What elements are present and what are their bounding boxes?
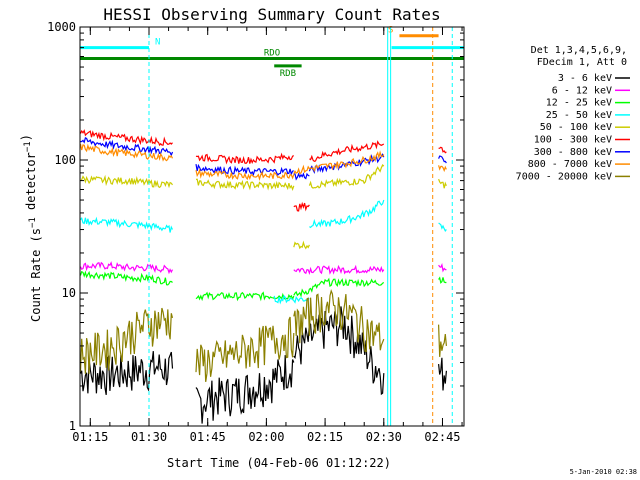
x-tick-label: 01:30	[131, 430, 167, 444]
footer-timestamp: 5-Jan-2010 02:38	[570, 468, 637, 476]
y-tick-label: 10	[62, 286, 76, 300]
series-segment	[293, 150, 385, 175]
legend-entry-label: 300 - 800 keV	[534, 147, 612, 158]
series-segment	[308, 163, 385, 189]
series-segment	[79, 307, 174, 374]
series-segment	[293, 240, 310, 250]
series-segment	[195, 168, 295, 182]
series-segment	[438, 262, 447, 273]
series-segment	[309, 199, 385, 229]
series-segment	[79, 270, 173, 286]
annotation-label-rdb: RDB	[280, 69, 296, 79]
series-segment	[438, 222, 447, 233]
plot-area: NRDORDBS	[79, 26, 464, 426]
legend-entry-label: 100 - 300 keV	[534, 135, 612, 146]
y-tick-label: 100	[54, 153, 76, 167]
series-segment	[438, 276, 447, 284]
series-segment	[79, 129, 173, 147]
legend: Det 1,3,4,5,6,9,FDecim 1, Att 0 3 - 6 keV…	[516, 45, 630, 182]
series-segment	[438, 324, 447, 357]
x-tick-label: 01:15	[72, 430, 108, 444]
series-segment	[293, 288, 385, 353]
series-segment	[309, 140, 385, 162]
legend-entry-label: 7000 - 20000 keV	[516, 171, 612, 182]
y-axis-label: Count Rate (s−1 detector−1)	[19, 134, 43, 322]
chart-title: HESSI Observing Summary Count Rates	[103, 5, 440, 24]
y-tick-label: 1000	[47, 20, 76, 34]
series-segment	[293, 201, 310, 212]
legend-entry-label: 3 - 6 keV	[558, 73, 612, 84]
axes: 01:15 01:30 01:45 02:00 02:15 02:30 02:45 1 10 10…	[47, 20, 464, 444]
x-axis-label: Start Time (04-Feb-06 01:12:22)	[167, 456, 391, 470]
legend-entry-label: 12 - 25 keV	[546, 98, 612, 109]
series-segment	[79, 143, 174, 162]
series-segment	[195, 178, 295, 192]
series-7000-20000-kev	[79, 288, 447, 382]
series-300-800-kev	[80, 137, 447, 181]
series-segment	[273, 294, 310, 305]
legend-entry-label: 800 - 7000 keV	[528, 159, 612, 170]
legend-entry-label: 25 - 50 keV	[546, 110, 612, 121]
annotation-label-rdo: RDO	[264, 48, 280, 58]
series-segment	[438, 178, 447, 189]
x-tick-label: 02:45	[424, 430, 460, 444]
series-12-25-kev	[79, 270, 447, 302]
x-tick-label: 01:45	[190, 430, 226, 444]
legend-header: FDecim 1, Att 0	[537, 57, 627, 68]
series-50-100-kev	[80, 163, 447, 250]
series-segment	[195, 316, 295, 382]
legend-header: Det 1,3,4,5,6,9,	[531, 45, 627, 56]
x-tick-label: 02:15	[307, 430, 343, 444]
series-segment	[79, 351, 174, 396]
series-segment	[80, 216, 174, 233]
series-100-300-kev	[79, 129, 447, 212]
series-3-6-kev	[79, 306, 447, 424]
y-tick-label: 1	[69, 419, 76, 433]
series-25-50-kev	[80, 199, 447, 305]
series-segment	[195, 163, 294, 177]
series-segment	[438, 146, 447, 154]
x-tick-label: 02:00	[248, 430, 284, 444]
series-segment	[293, 306, 385, 396]
series-segment	[79, 261, 174, 275]
series-segment	[438, 155, 447, 164]
plot-frame	[79, 26, 465, 427]
legend-entry-label: 6 - 12 keV	[552, 85, 612, 96]
series-segment	[293, 264, 385, 276]
annotation-label-n: N	[155, 38, 160, 48]
series-segment	[293, 172, 310, 181]
series-segment	[438, 165, 447, 173]
series-segment	[195, 291, 295, 302]
series-segment	[80, 137, 174, 157]
series-6-12-kev	[79, 261, 447, 276]
series-segment	[80, 174, 173, 189]
series-segment	[293, 277, 385, 298]
legend-entry-label: 50 - 100 keV	[540, 122, 612, 133]
series-segment	[195, 152, 295, 165]
x-tick-label: 02:30	[366, 430, 402, 444]
series-segment	[195, 355, 295, 424]
series-segment	[438, 357, 447, 391]
series-800-7000-kev	[79, 143, 447, 182]
